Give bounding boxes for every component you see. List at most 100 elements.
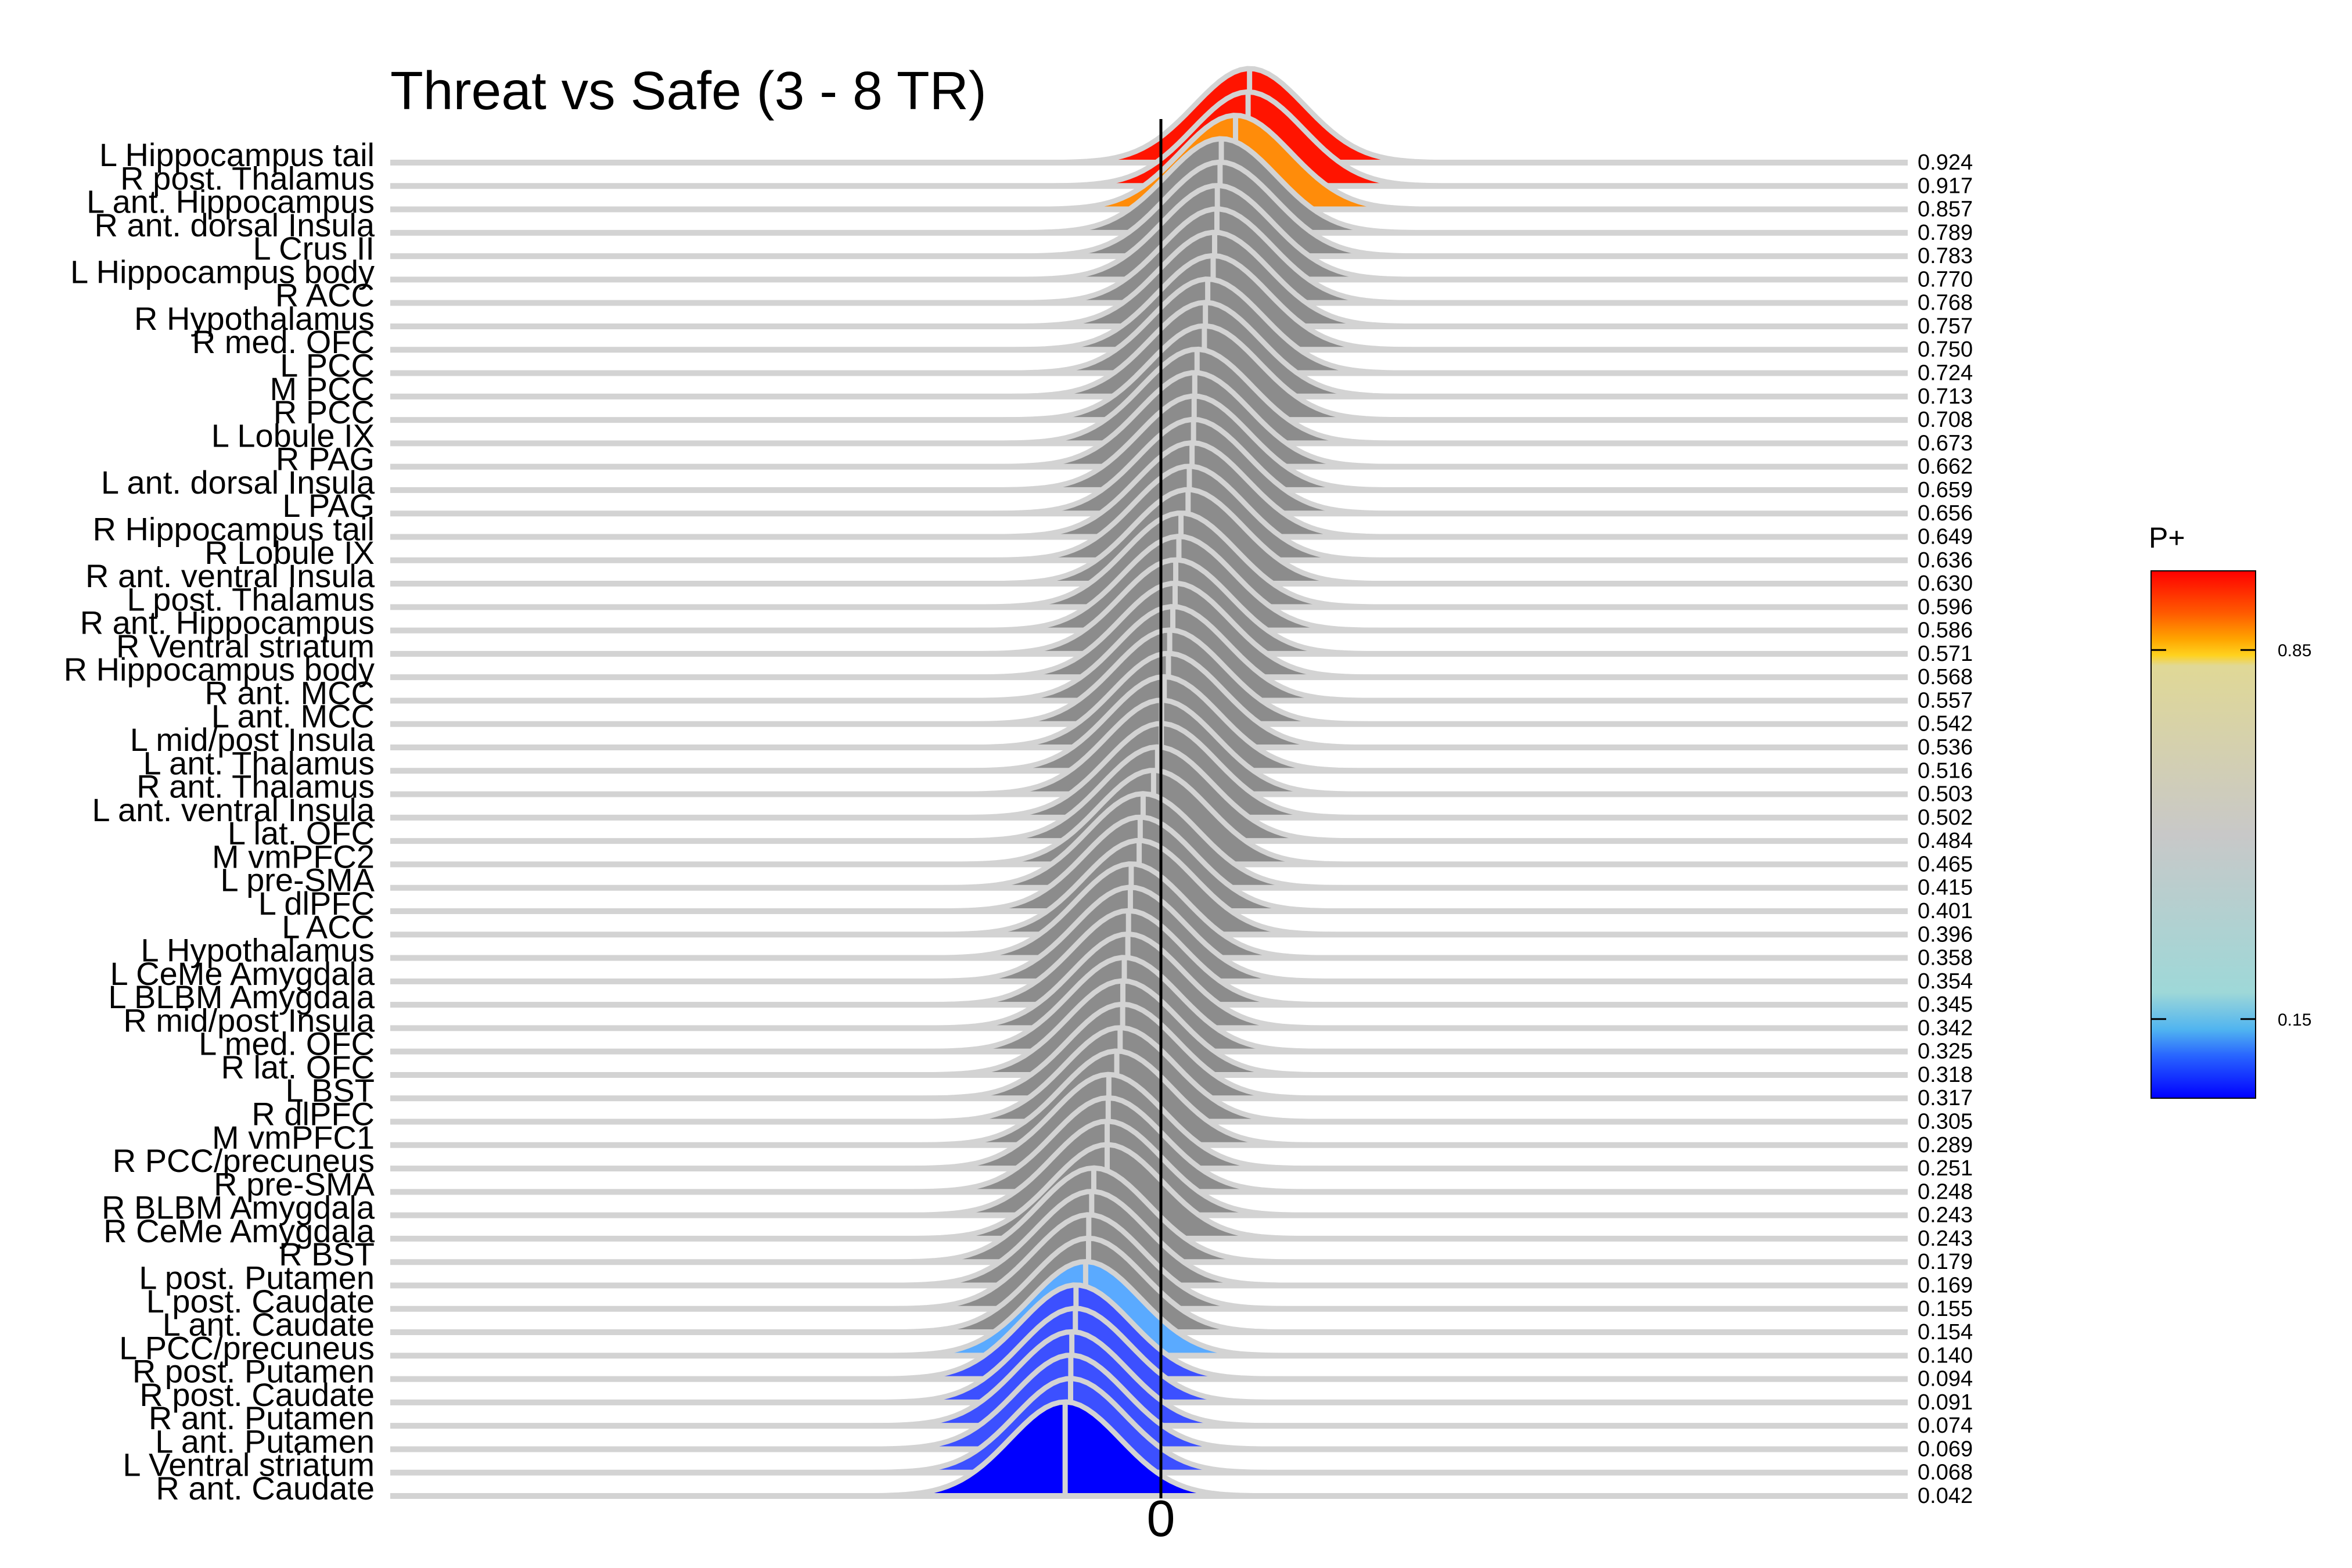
region-label: R ACC [275,277,375,314]
p-value-label: 0.354 [1918,969,1973,994]
region-label: R ant. MCC [205,674,375,711]
legend-title: P+ [2149,522,2185,554]
p-value-label: 0.750 [1918,337,1973,362]
legend: P+ 0.85 0.15 [2149,522,2311,1099]
p-value-label: 0.317 [1918,1086,1973,1110]
p-value-label: 0.342 [1918,1016,1973,1040]
region-label: R PCC [274,394,375,430]
region-label: L ant. Hippocampus [87,184,375,220]
legend-colorbar [2150,570,2256,1099]
region-label: R dlPFC [251,1096,375,1132]
legend-tick-label: 0.85 [2278,641,2311,660]
region-label: M vmPFC2 [212,838,375,875]
region-label: R Hippocampus body [64,651,375,688]
p-value-label: 0.708 [1918,408,1973,432]
region-label: L Hippocampus tail [99,136,375,173]
region-label: L post. Putamen [139,1259,375,1296]
region-label: L BLBM Amygdala [108,979,375,1015]
p-values: 0.9240.9170.8570.7890.7830.7700.7680.757… [1918,150,1973,1508]
p-value-label: 0.557 [1918,688,1973,713]
region-label: L ACC [282,908,375,945]
p-value-label: 0.415 [1918,876,1973,900]
p-value-label: 0.636 [1918,548,1973,573]
p-value-label: 0.783 [1918,244,1973,268]
region-label: R ant. Caudate [156,1470,375,1506]
region-label: L lat. OFC [228,815,375,851]
p-value-label: 0.069 [1918,1437,1973,1461]
region-label: R post. Putamen [132,1353,375,1390]
region-label: L mid/post Insula [130,721,375,758]
p-value-label: 0.503 [1918,782,1973,807]
p-value-label: 0.713 [1918,384,1973,409]
region-label: R BLBM Amygdala [102,1189,375,1226]
region-label: R lat. OFC [221,1049,375,1085]
region-label: L PAG [282,487,375,524]
p-value-label: 0.568 [1918,665,1973,689]
p-value-label: 0.917 [1918,174,1973,198]
region-label: L ant. ventral Insula [92,792,375,828]
region-label: L ant. dorsal Insula [101,464,375,501]
p-value-label: 0.042 [1918,1484,1973,1508]
p-value-label: 0.536 [1918,735,1973,760]
region-label: R Lobule IX [204,534,375,571]
region-label: L ant. Caudate [163,1306,375,1343]
region-label: R BST [279,1236,375,1272]
region-label: L ant. MCC [211,698,375,735]
p-value-label: 0.248 [1918,1179,1973,1204]
p-value-label: 0.789 [1918,221,1973,245]
p-value-label: 0.656 [1918,501,1973,526]
region-label: L ant. Thalamus [143,745,375,781]
region-label: R CeMe Amygdala [103,1213,375,1249]
p-value-label: 0.140 [1918,1343,1973,1368]
region-label: L PCC [280,347,375,384]
p-value-label: 0.465 [1918,852,1973,876]
region-label: R ant. Putamen [149,1400,375,1436]
p-value-label: 0.154 [1918,1320,1973,1344]
region-label: R post. Caudate [139,1376,375,1413]
p-value-label: 0.094 [1918,1367,1973,1391]
p-value-label: 0.396 [1918,922,1973,947]
region-label: L PCC/precuneus [119,1329,375,1366]
region-label: R mid/post Insula [123,1002,375,1038]
p-value-label: 0.516 [1918,758,1973,783]
p-value-label: 0.305 [1918,1110,1973,1134]
p-value-label: 0.857 [1918,197,1973,222]
ridges-layer [390,66,1908,1499]
region-label: M vmPFC1 [212,1119,375,1156]
x-tick-zero: 0 [1147,1490,1175,1547]
region-label: R ant. dorsal Insula [95,207,375,243]
region-label: L ant. Putamen [155,1423,375,1459]
p-value-label: 0.596 [1918,595,1973,619]
region-label: L Crus II [253,230,375,267]
p-value-label: 0.502 [1918,805,1973,830]
p-value-label: 0.068 [1918,1461,1973,1485]
p-value-label: 0.757 [1918,314,1973,339]
p-value-label: 0.724 [1918,361,1973,386]
p-value-label: 0.542 [1918,712,1973,736]
p-value-label: 0.770 [1918,267,1973,292]
p-value-label: 0.358 [1918,946,1973,970]
p-value-label: 0.924 [1918,150,1973,175]
p-value-label: 0.571 [1918,642,1973,666]
region-label: L Hippocampus body [70,253,375,290]
region-label: R PCC/precuneus [113,1142,375,1179]
region-label: R PAG [276,441,375,477]
p-value-label: 0.673 [1918,431,1973,455]
region-label: L BST [285,1072,375,1109]
region-label: L CeMe Amygdala [110,955,375,992]
region-label: R Ventral striatum [116,628,375,664]
region-label: L med. OFC [199,1026,375,1062]
region-label: R ant. Thalamus [136,768,375,805]
p-value-label: 0.179 [1918,1250,1973,1274]
p-value-label: 0.401 [1918,899,1973,923]
region-label: L Hypothalamus [141,932,375,969]
region-label: R pre-SMA [214,1166,375,1202]
p-value-label: 0.659 [1918,478,1973,502]
p-value-label: 0.243 [1918,1203,1973,1228]
p-value-label: 0.484 [1918,829,1973,853]
p-value-label: 0.091 [1918,1390,1973,1415]
p-value-label: 0.662 [1918,455,1973,479]
region-label: R ant. Hippocampus [80,605,375,641]
